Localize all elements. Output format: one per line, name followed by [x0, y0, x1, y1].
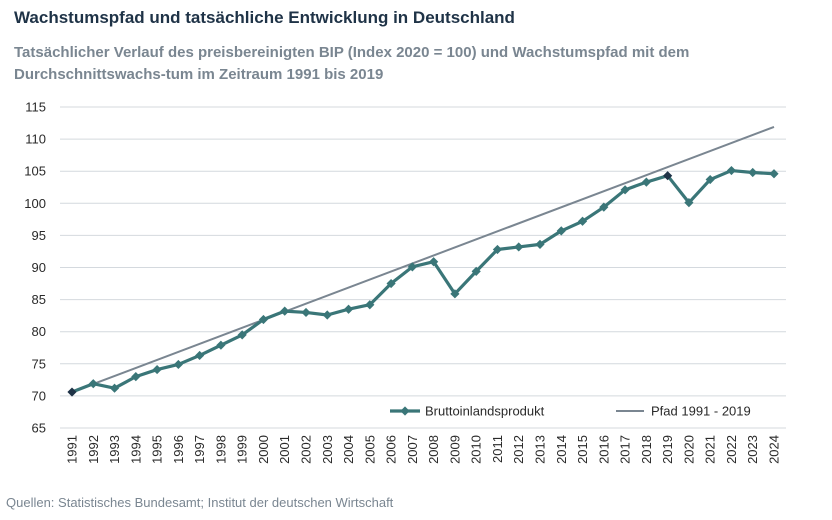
data-point-bip [429, 257, 439, 267]
x-tick-label: 2008 [426, 435, 441, 464]
data-point-bip [705, 174, 715, 185]
legend: Bruttoinlandsprodukt Pfad 1991 - 2019 [390, 404, 751, 419]
x-tick-label: 2006 [384, 435, 399, 464]
x-tick-label: 1994 [128, 435, 143, 464]
x-tick-label: 2016 [596, 435, 611, 464]
legend-label-pfad: Pfad 1991 - 2019 [651, 404, 751, 419]
x-tick-label: 2014 [554, 435, 569, 464]
data-point-bip [684, 198, 694, 208]
y-tick-label: 85 [32, 292, 46, 307]
data-point-bip [514, 242, 524, 252]
data-point-bip [237, 330, 247, 340]
x-tick-label: 2002 [299, 435, 314, 464]
data-point-bip [450, 289, 460, 299]
data-point-bip [492, 244, 503, 255]
data-point-bip [663, 171, 673, 181]
y-tick-label: 80 [32, 324, 46, 339]
data-point-bip [301, 307, 311, 318]
data-point-bip [769, 169, 779, 179]
x-axis-ticks: 1991 1992 1993 1994 1995 1996 1997 1998 1999 2000… [65, 435, 782, 464]
x-tick-label: 2012 [511, 435, 526, 464]
y-tick-label: 90 [32, 260, 46, 275]
x-tick-label: 1996 [171, 435, 186, 464]
data-point-bip [216, 340, 226, 350]
legend-marker-bip [400, 406, 410, 416]
data-point-bip [726, 165, 737, 176]
x-tick-label: 2015 [575, 435, 590, 464]
series-line-bip [71, 168, 775, 394]
data-point-bip [407, 262, 417, 272]
data-point-bip [556, 226, 566, 236]
y-tick-label: 100 [24, 196, 46, 211]
y-tick-label: 115 [25, 100, 46, 115]
x-tick-label: 2001 [277, 435, 292, 464]
x-tick-label: 2007 [405, 435, 420, 464]
data-point-bip [258, 314, 269, 325]
x-tick-label: 1995 [150, 435, 165, 464]
legend-label-bip: Bruttoinlandsprodukt [425, 404, 545, 419]
chart-title: Wachstumspfad und tatsächliche Entwicklu… [14, 8, 515, 27]
y-tick-label: 65 [32, 421, 46, 436]
data-point-bip [641, 177, 651, 187]
x-tick-label: 2023 [745, 435, 760, 464]
data-point-bip [67, 387, 77, 397]
data-point-bip [322, 310, 332, 320]
series-layer [67, 125, 779, 397]
series-line-pfad [71, 125, 775, 393]
x-tick-label: 2018 [639, 435, 654, 464]
data-point-bip [386, 278, 396, 289]
y-axis-ticks: 65 70 75 80 85 90 95 100 105 110 115 [24, 100, 46, 436]
x-tick-label: 1992 [86, 435, 101, 464]
source-note: Quellen: Statistisches Bundesamt; Instit… [6, 495, 394, 510]
data-point-bip [280, 306, 290, 316]
x-tick-label: 2020 [681, 435, 696, 464]
data-point-bip [365, 300, 375, 310]
data-point-bip [109, 383, 120, 393]
y-tick-label: 110 [25, 132, 46, 147]
x-tick-label: 2011 [490, 435, 505, 463]
data-point-bip [131, 372, 141, 382]
gridlines [60, 106, 786, 429]
data-point-bip [471, 266, 481, 276]
y-tick-label: 75 [32, 356, 46, 371]
data-point-bip [599, 202, 609, 212]
y-tick-label: 95 [32, 228, 46, 243]
x-tick-label: 1991 [65, 435, 80, 464]
x-tick-label: 2013 [533, 435, 548, 464]
x-tick-label: 2004 [341, 435, 356, 464]
x-tick-label: 2021 [703, 435, 718, 464]
data-point-bip [535, 239, 545, 249]
x-tick-label: 2019 [660, 435, 675, 464]
x-tick-label: 2022 [724, 435, 739, 464]
data-point-bip [620, 185, 630, 195]
x-tick-label: 1997 [192, 435, 207, 464]
x-tick-label: 2010 [469, 435, 484, 464]
y-tick-label: 105 [24, 164, 46, 179]
data-point-bip [152, 364, 162, 375]
x-tick-label: 2003 [320, 435, 335, 464]
data-point-bip [577, 216, 588, 226]
chart-subtitle: Tatsächlicher Verlauf des preisbereinigt… [14, 44, 690, 83]
x-tick-label: 2017 [618, 435, 633, 464]
x-tick-label: 2005 [362, 435, 377, 464]
x-tick-label: 2000 [256, 435, 271, 464]
y-tick-label: 70 [32, 388, 46, 403]
x-tick-label: 1999 [235, 435, 250, 464]
data-point-bip [88, 379, 98, 389]
data-point-bip [173, 359, 183, 370]
data-point-bip [748, 167, 758, 178]
data-point-bip [195, 350, 205, 361]
x-tick-label: 2024 [767, 435, 782, 464]
x-tick-label: 1998 [213, 435, 228, 464]
data-point-bip [343, 304, 354, 314]
x-tick-label: 1993 [107, 435, 122, 464]
x-tick-label: 2009 [447, 435, 462, 464]
